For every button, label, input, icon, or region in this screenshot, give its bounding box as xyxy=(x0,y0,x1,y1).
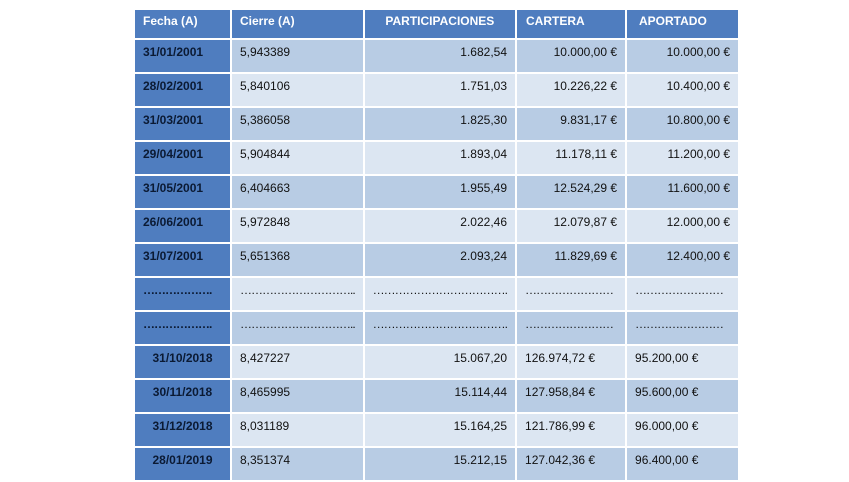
cell-date: 30/11/2018 xyxy=(135,380,232,414)
cell-aportado: 96.400,00 € xyxy=(627,448,739,482)
cell-participaciones-ellipsis: ………………………………. xyxy=(364,278,518,312)
cell-participaciones: 1.955,49 xyxy=(364,176,518,210)
cell-aportado: 10.000,00 € xyxy=(627,40,739,74)
cell-cartera: 121.786,99 € xyxy=(517,414,628,448)
cell-aportado: 12.400,00 € xyxy=(627,244,739,278)
table-row: 31/07/2001 5,651368 2.093,24 11.829,69 €… xyxy=(135,244,739,278)
cell-date: 31/10/2018 xyxy=(135,346,232,380)
cell-date: 28/02/2001 xyxy=(135,74,232,108)
cell-cierre: 5,386058 xyxy=(232,108,365,142)
cell-cierre: 8,351374 xyxy=(232,448,365,482)
cell-cartera: 127.958,84 € xyxy=(517,380,628,414)
cell-cartera: 10.000,00 € xyxy=(517,40,628,74)
cell-date: 31/05/2001 xyxy=(135,176,232,210)
cell-cierre-ellipsis: ………………………….. xyxy=(232,312,365,346)
cell-aportado: 12.000,00 € xyxy=(627,210,739,244)
cell-cierre: 6,404663 xyxy=(232,176,365,210)
cell-cierre: 8,427227 xyxy=(232,346,365,380)
table-row: 31/05/2001 6,404663 1.955,49 12.524,29 €… xyxy=(135,176,739,210)
table-row: 28/02/2001 5,840106 1.751,03 10.226,22 €… xyxy=(135,74,739,108)
cell-aportado-ellipsis: …………………… xyxy=(627,312,739,346)
header-fecha: Fecha (A) xyxy=(135,10,232,40)
cell-aportado: 95.200,00 € xyxy=(627,346,739,380)
cell-date-ellipsis: ………………. xyxy=(135,278,232,312)
header-aportado: APORTADO xyxy=(627,10,739,40)
cell-participaciones: 2.093,24 xyxy=(364,244,518,278)
cell-aportado: 96.000,00 € xyxy=(627,414,739,448)
cell-participaciones: 1.751,03 xyxy=(364,74,518,108)
cell-participaciones: 1.825,30 xyxy=(364,108,518,142)
ellipsis-row: ………………. ………………………….. ………………………………. ……………… xyxy=(135,278,739,312)
table-row: 31/01/2001 5,943389 1.682,54 10.000,00 €… xyxy=(135,40,739,74)
table-row: 28/01/2019 8,351374 15.212,15 127.042,36… xyxy=(135,448,739,482)
cell-cartera: 10.226,22 € xyxy=(517,74,628,108)
cell-cierre: 5,972848 xyxy=(232,210,365,244)
cell-date: 31/12/2018 xyxy=(135,414,232,448)
table-row: 30/11/2018 8,465995 15.114,44 127.958,84… xyxy=(135,380,739,414)
cell-cierre: 5,840106 xyxy=(232,74,365,108)
table-row: 31/12/2018 8,031189 15.164,25 121.786,99… xyxy=(135,414,739,448)
cell-date: 31/01/2001 xyxy=(135,40,232,74)
cell-participaciones: 1.893,04 xyxy=(364,142,518,176)
cell-participaciones: 15.114,44 xyxy=(364,380,518,414)
table-body: 31/01/2001 5,943389 1.682,54 10.000,00 €… xyxy=(135,40,739,482)
cell-date-ellipsis: ………………. xyxy=(135,312,232,346)
cell-participaciones: 1.682,54 xyxy=(364,40,518,74)
cell-cartera: 11.178,11 € xyxy=(517,142,628,176)
cell-cartera: 12.079,87 € xyxy=(517,210,628,244)
cell-cierre-ellipsis: ………………………….. xyxy=(232,278,365,312)
cell-cartera: 126.974,72 € xyxy=(517,346,628,380)
header-participaciones: PARTICIPACIONES xyxy=(364,10,518,40)
cell-cartera-ellipsis: …………………… xyxy=(517,312,628,346)
header-row: Fecha (A) Cierre (A) PARTICIPACIONES CAR… xyxy=(135,10,739,40)
cell-aportado: 11.600,00 € xyxy=(627,176,739,210)
cell-cartera: 11.829,69 € xyxy=(517,244,628,278)
cell-cartera: 12.524,29 € xyxy=(517,176,628,210)
cell-date: 31/07/2001 xyxy=(135,244,232,278)
cell-date: 26/06/2001 xyxy=(135,210,232,244)
cell-participaciones: 2.022,46 xyxy=(364,210,518,244)
cell-aportado: 95.600,00 € xyxy=(627,380,739,414)
cell-aportado: 10.800,00 € xyxy=(627,108,739,142)
cell-aportado-ellipsis: …………………… xyxy=(627,278,739,312)
cell-participaciones: 15.067,20 xyxy=(364,346,518,380)
table-row: 29/04/2001 5,904844 1.893,04 11.178,11 €… xyxy=(135,142,739,176)
table-row: 26/06/2001 5,972848 2.022,46 12.079,87 €… xyxy=(135,210,739,244)
cell-participaciones: 15.212,15 xyxy=(364,448,518,482)
cell-date: 28/01/2019 xyxy=(135,448,232,482)
cell-participaciones: 15.164,25 xyxy=(364,414,518,448)
cell-date: 29/04/2001 xyxy=(135,142,232,176)
cell-cartera: 9.831,17 € xyxy=(517,108,628,142)
cell-cartera: 127.042,36 € xyxy=(517,448,628,482)
header-cierre: Cierre (A) xyxy=(232,10,365,40)
table-row: 31/03/2001 5,386058 1.825,30 9.831,17 € … xyxy=(135,108,739,142)
cell-aportado: 10.400,00 € xyxy=(627,74,739,108)
cell-cartera-ellipsis: …………………… xyxy=(517,278,628,312)
table-row: 31/10/2018 8,427227 15.067,20 126.974,72… xyxy=(135,346,739,380)
cell-aportado: 11.200,00 € xyxy=(627,142,739,176)
cell-cierre: 5,904844 xyxy=(232,142,365,176)
header-cartera: CARTERA xyxy=(517,10,628,40)
cell-cierre: 5,651368 xyxy=(232,244,365,278)
ellipsis-row: ………………. ………………………….. ………………………………. ……………… xyxy=(135,312,739,346)
cell-cierre: 8,031189 xyxy=(232,414,365,448)
cell-participaciones-ellipsis: ………………………………. xyxy=(364,312,518,346)
cell-cierre: 5,943389 xyxy=(232,40,365,74)
table-header: Fecha (A) Cierre (A) PARTICIPACIONES CAR… xyxy=(135,10,739,40)
cell-cierre: 8,465995 xyxy=(232,380,365,414)
cell-date: 31/03/2001 xyxy=(135,108,232,142)
investment-table: Fecha (A) Cierre (A) PARTICIPACIONES CAR… xyxy=(135,10,739,482)
